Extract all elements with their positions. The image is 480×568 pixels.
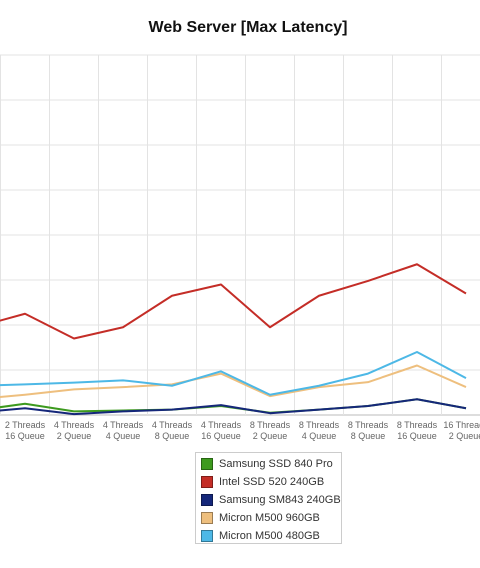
legend-swatch (201, 458, 213, 470)
x-tick-label: 8 Threads 4 Queue (299, 420, 340, 441)
legend-label: Intel SSD 520 240GB (219, 476, 325, 488)
legend-swatch (201, 494, 213, 506)
legend-label: Samsung SSD 840 Pro (219, 458, 333, 470)
x-tick-label: 8 Threads 2 Queue (250, 420, 291, 441)
series-lines (0, 263, 467, 416)
legend-item: Micron M500 480GB (201, 527, 341, 545)
x-tick-label: 4 Threads 4 Queue (103, 420, 144, 441)
legend-item: Samsung SSD 840 Pro (201, 455, 341, 473)
series-line (0, 364, 467, 399)
x-tick-label: 4 Threads 8 Queue (152, 420, 193, 441)
legend-swatch (201, 530, 213, 542)
legend-label: Samsung SM843 240GB (219, 494, 341, 506)
x-tick-label: 4 Threads 16 Queue (201, 420, 242, 441)
x-tick-label: 4 Threads 2 Queue (54, 420, 95, 441)
legend-swatch (201, 512, 213, 524)
chart-title: Web Server [Max Latency] (148, 19, 348, 36)
series-line (0, 398, 467, 416)
gridlines (0, 54, 480, 416)
series-line (0, 351, 467, 396)
x-tick-label: 8 Threads 16 Queue (397, 420, 438, 441)
legend-item: Samsung SM843 240GB (201, 491, 341, 509)
x-tick-label: 8 Threads 8 Queue (348, 420, 389, 441)
legend-label: Micron M500 480GB (219, 530, 320, 542)
legend-label: Micron M500 960GB (219, 512, 320, 524)
legend-item: Micron M500 960GB (201, 509, 341, 527)
series-line (0, 263, 467, 340)
legend-item: Intel SSD 520 240GB (201, 473, 341, 491)
legend-swatch (201, 476, 213, 488)
legend: Samsung SSD 840 Pro Intel SSD 520 240GB Sa… (195, 452, 342, 544)
x-tick-label: 2 Threads 16 Queue (5, 420, 46, 441)
